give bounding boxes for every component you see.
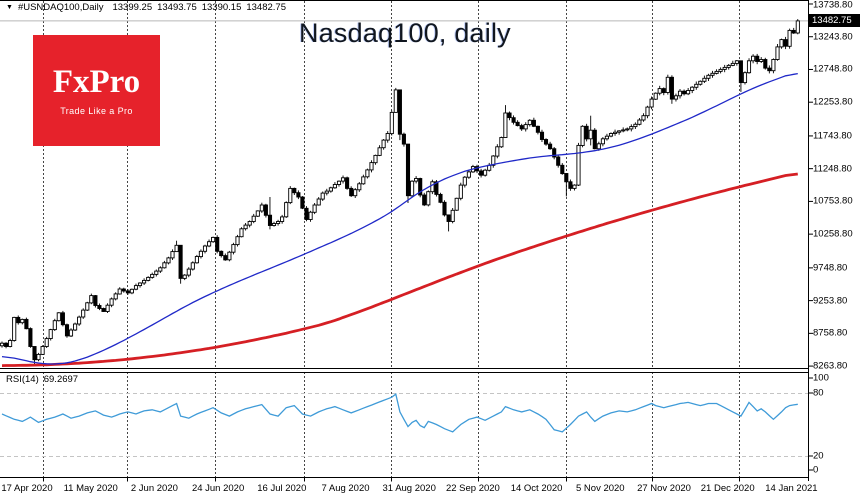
rsi-value: 69.2697 (43, 374, 79, 385)
date-axis-label: 27 Nov 2020 (637, 483, 691, 494)
fxpro-logo: FxPro Trade Like a Pro (33, 35, 160, 146)
price-axis-label: 10258.80 (813, 228, 853, 240)
price-axis-label: 10753.80 (813, 195, 853, 207)
quote-high: 13493.75 (157, 2, 197, 13)
symbol-name: #USNDAQ100,Daily (17, 2, 104, 13)
vertical-gridlines (43, 1, 740, 477)
rsi-line (1, 392, 798, 433)
quote-low: 13390.15 (201, 2, 242, 13)
price-axis-label: 11743.80 (813, 130, 852, 142)
rsi-axis-label: 80 (813, 387, 824, 399)
date-axis-label: 2 Jun 2020 (130, 483, 178, 494)
rsi-axis-label: 100 (813, 372, 829, 384)
price-axis-label: 8758.80 (813, 327, 848, 339)
panel-borders (0, 0, 813, 482)
current-price-tag: 13482.75 (809, 14, 860, 28)
price-axis-label: 13243.80 (813, 31, 853, 43)
date-axis-label: 7 Aug 2020 (321, 483, 370, 494)
date-axis-label: 5 Nov 2020 (576, 483, 625, 494)
rsi-indicator-label: RSI(14) 69.2697 (6, 374, 78, 385)
date-axis-label: 21 Dec 2020 (700, 483, 755, 494)
price-axis-label: 9253.80 (813, 295, 848, 307)
candlesticks (0, 19, 800, 365)
price-axis-label: 12748.80 (813, 63, 853, 75)
chart-collapse-icon[interactable]: ▼ (6, 3, 13, 11)
price-axis-label: 12253.80 (813, 96, 853, 108)
fxpro-tagline: Trade Like a Pro (60, 105, 133, 116)
rsi-level-lines (0, 393, 808, 457)
date-axis-label: 14 Oct 2020 (510, 483, 563, 494)
date-axis-label: 14 Jan 2021 (765, 483, 818, 494)
price-axis-label: 11248.80 (813, 163, 852, 175)
fxpro-brand-text: FxPro (52, 63, 141, 100)
date-axis-label: 11 May 2020 (63, 483, 118, 494)
rsi-axis-label: 20 (813, 450, 824, 462)
symbol-header: ▼ #USNDAQ100,Daily 13399.25 13493.75 133… (6, 2, 286, 13)
date-axis-label: 16 Jul 2020 (257, 483, 307, 494)
sma-slow-line (1, 172, 798, 367)
rsi-axis-label: 0 (813, 464, 819, 476)
price-axis-label: 9748.80 (813, 262, 848, 274)
quote-close: 13482.75 (246, 2, 286, 13)
date-axis-label: 24 Jun 2020 (191, 483, 245, 494)
rsi-name: RSI(14) (6, 374, 39, 385)
date-axis-label: 17 Apr 2020 (1, 483, 53, 494)
chart-title: Nasdaq100, daily (299, 18, 511, 48)
sma-fast-line (1, 72, 798, 365)
date-axis-label: 31 Aug 2020 (382, 483, 436, 494)
price-axis-label: 8263.80 (813, 360, 848, 372)
quote-open: 13399.25 (112, 2, 153, 13)
date-axis-label: 22 Sep 2020 (445, 483, 500, 494)
price-axis-label: 13738.80 (813, 0, 853, 10)
